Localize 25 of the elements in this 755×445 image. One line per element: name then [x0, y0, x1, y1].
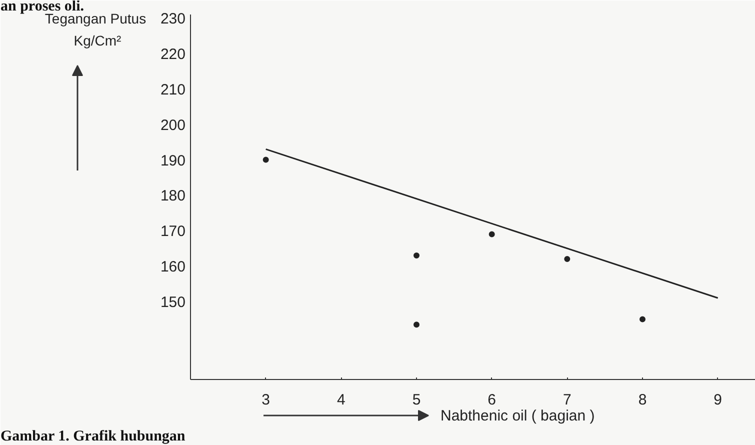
y-tick-label: 220 — [160, 46, 186, 63]
x-tick-label: 9 — [714, 392, 722, 408]
point — [262, 156, 269, 163]
y-tick-label: 160 — [160, 258, 186, 276]
y-tick-label: 170 — [160, 223, 186, 240]
y-tick-label: 200 — [160, 116, 186, 134]
y-tick-label: 230 — [160, 10, 186, 28]
x-axis-title: Nabthenic oil ( bagian ) — [440, 408, 595, 424]
point — [488, 231, 495, 238]
x-tick-label: 7 — [562, 392, 572, 408]
point — [640, 316, 646, 322]
x-tick-label: 4 — [336, 392, 346, 408]
y-axis-title: Tegangan Putus Kg/Cm² — [44, 10, 146, 48]
y-tick-label: 150 — [160, 294, 186, 312]
x-tick-label: 8 — [638, 392, 647, 408]
point — [414, 322, 420, 328]
point — [564, 256, 570, 262]
x-tick-label: 6 — [488, 392, 496, 408]
y-tick-label: 210 — [160, 81, 186, 98]
point — [414, 252, 420, 258]
text: Gambar 1. Grafik hubungan — [0, 428, 186, 444]
x-tick-label: 3 — [262, 392, 270, 408]
y-tick-label: 180 — [160, 188, 186, 205]
x-tick-label: 5 — [412, 392, 421, 408]
y-tick-label: 190 — [160, 152, 186, 170]
